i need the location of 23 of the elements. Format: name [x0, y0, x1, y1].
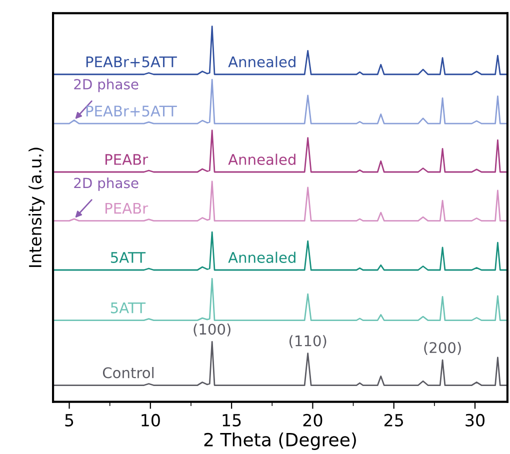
- annotation: 5ATT: [110, 252, 146, 264]
- y-axis-title: Intensity (a.u.): [28, 148, 45, 267]
- x-tick-label: 15: [222, 414, 241, 426]
- x-tick-label: 10: [142, 414, 160, 426]
- annotation: (110): [289, 335, 326, 348]
- x-tick-label: 5: [65, 414, 74, 426]
- annotation: 2D phase: [74, 177, 138, 191]
- annotation: (200): [424, 342, 461, 355]
- annotation: Control: [102, 366, 154, 378]
- x-axis-title: 2 Theta (Degree): [204, 432, 356, 450]
- annotation: PEABr+5ATT: [86, 56, 177, 68]
- x-tick-label: 25: [384, 414, 403, 426]
- x-tick-label: 20: [303, 414, 322, 426]
- annotation: Annealed: [228, 154, 296, 166]
- x-tick-label: 30: [466, 414, 484, 426]
- annotation: 5ATT: [110, 302, 146, 314]
- annotation: 2D phase: [74, 78, 138, 92]
- annotation: Annealed: [228, 56, 296, 68]
- annotation: PEABr: [106, 202, 148, 214]
- annotation: PEABr+5ATT: [86, 106, 177, 117]
- annotation: Annealed: [228, 252, 296, 264]
- annotation: PEABr: [106, 154, 148, 165]
- annotation: (100): [194, 323, 230, 336]
